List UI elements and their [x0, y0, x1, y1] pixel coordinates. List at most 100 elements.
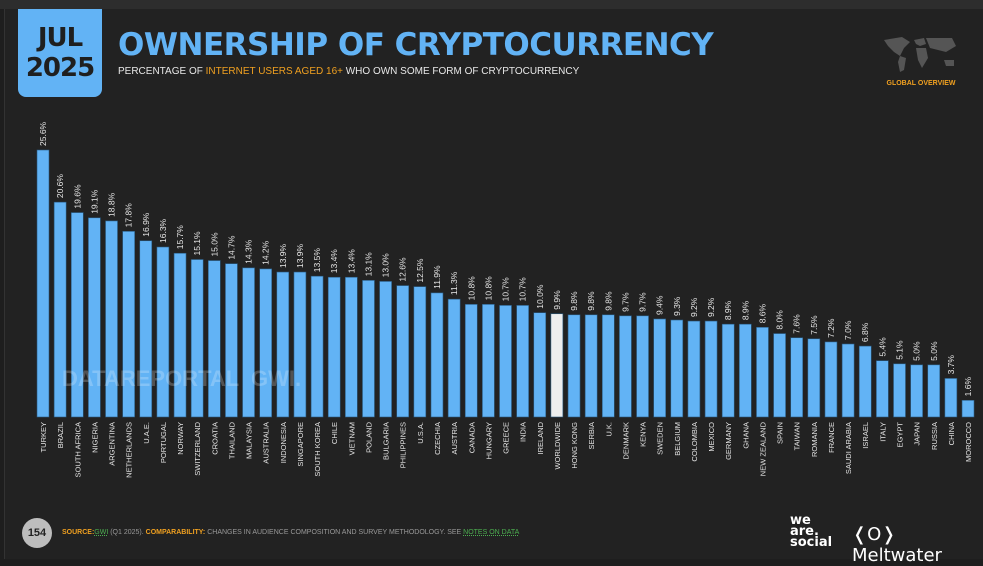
- bar-ghana: [739, 323, 752, 418]
- bar-taiwan: [790, 337, 804, 418]
- category-label: SINGAPORE: [296, 422, 305, 467]
- data-label: 9.8%: [603, 291, 613, 311]
- category-label: NORWAY: [176, 422, 185, 455]
- data-label: 14.2%: [261, 240, 271, 265]
- bar-israel: [858, 345, 872, 418]
- source-detail: (Q1 2025).: [108, 529, 146, 536]
- date-month: JUL: [37, 23, 83, 53]
- category-label: MEXICO: [707, 422, 716, 452]
- bar-malaysia: [242, 267, 255, 418]
- bar-new-zealand: [756, 327, 769, 418]
- meltwater-logo: ❬O❭Meltwater: [852, 524, 942, 566]
- comparability-label: COMPARABILITY:: [145, 529, 206, 536]
- subtitle-text: PERCENTAGE OF: [118, 66, 206, 77]
- bar-saudi-arabia: [841, 343, 855, 418]
- data-label: 3.7%: [946, 355, 956, 375]
- data-label: 25.6%: [38, 121, 48, 146]
- bar-argentina: [105, 220, 118, 418]
- category-label: RUSSIA: [930, 422, 939, 450]
- bar-serbia: [584, 314, 598, 418]
- category-label: POLAND: [364, 421, 373, 452]
- source-label: SOURCE:: [62, 529, 95, 536]
- bar-ireland: [533, 312, 547, 418]
- data-label: 7.6%: [792, 314, 802, 334]
- bar-switzerland: [190, 259, 204, 418]
- bar-philippines: [396, 285, 410, 418]
- category-label: INDIA: [519, 422, 528, 442]
- bar-czechia: [430, 292, 444, 418]
- data-label: 5.4%: [877, 337, 887, 357]
- category-label: AUSTRALIA: [262, 422, 271, 464]
- bar-portugal: [156, 246, 170, 418]
- data-label: 13.4%: [329, 249, 339, 274]
- subtitle-highlight: INTERNET USERS AGED 16+: [205, 66, 343, 77]
- data-label: 13.1%: [363, 252, 373, 277]
- data-label: 10.7%: [518, 277, 528, 302]
- bar-greece: [499, 305, 512, 418]
- bar-brazil: [53, 201, 67, 418]
- data-label: 9.3%: [672, 296, 682, 316]
- source-link[interactable]: GWI: [94, 529, 109, 536]
- data-label: 7.5%: [809, 315, 819, 335]
- bar-denmark: [619, 315, 632, 418]
- category-label: PHILIPPINES: [399, 422, 408, 468]
- data-label: 11.3%: [449, 271, 459, 295]
- category-label: VIETNAM: [347, 422, 356, 455]
- category-label: CANADA: [467, 422, 476, 453]
- data-label: 8.9%: [740, 300, 750, 320]
- category-label: SPAIN: [776, 422, 785, 444]
- category-label: SERBIA: [587, 422, 596, 450]
- bar-nigeria: [88, 217, 101, 418]
- bar-singapore: [293, 271, 307, 418]
- category-label: SOUTH KOREA: [313, 422, 322, 477]
- date-year: 2025: [25, 53, 95, 83]
- meltwater-text: Meltwater: [852, 545, 942, 566]
- bar-vietnam: [345, 276, 358, 418]
- category-label: EGYPT: [896, 422, 905, 448]
- page-subtitle: PERCENTAGE OF INTERNET USERS AGED 16+ WH…: [118, 66, 579, 77]
- data-label: 15.0%: [209, 232, 219, 257]
- category-label: NIGERIA: [90, 422, 99, 453]
- category-label: IRELAND: [536, 421, 545, 454]
- data-label: 10.7%: [501, 277, 511, 302]
- comparability-text: CHANGES IN AUDIENCE COMPOSITION AND SURV…: [205, 529, 464, 536]
- data-label: 6.8%: [860, 322, 870, 342]
- date-badge: JUL 2025: [18, 9, 102, 97]
- category-label: SWITZERLAND: [193, 421, 202, 475]
- bar-poland: [362, 280, 375, 418]
- category-label: WORLDWIDE: [553, 422, 562, 470]
- bar-russia: [927, 364, 941, 418]
- bar-italy: [876, 360, 889, 418]
- data-label: 7.2%: [826, 318, 836, 338]
- data-label: 11.9%: [432, 265, 442, 289]
- page-number: 154: [22, 518, 52, 548]
- data-label: 12.6%: [398, 257, 408, 282]
- category-label: CHINA: [947, 422, 956, 445]
- data-label: 14.3%: [244, 239, 254, 264]
- data-label: 18.8%: [107, 192, 117, 217]
- category-label: TAIWAN: [793, 422, 802, 450]
- global-overview-badge: GLOBAL OVERVIEW: [886, 80, 956, 87]
- data-label: 19.1%: [89, 189, 99, 214]
- bar-hungary: [482, 304, 495, 418]
- data-label: 8.6%: [757, 303, 767, 323]
- notes-on-data-link[interactable]: NOTES ON DATA: [463, 529, 520, 536]
- bar-mexico: [704, 320, 718, 418]
- data-label: 5.0%: [912, 341, 922, 361]
- bar-belgium: [670, 319, 684, 418]
- data-label: 13.5%: [312, 248, 322, 273]
- category-label: SWEDEN: [656, 422, 665, 455]
- world-map-icon: [884, 37, 956, 72]
- data-label: 19.6%: [72, 184, 82, 209]
- bar-indonesia: [276, 271, 290, 418]
- category-label: U.A.E.: [142, 422, 151, 444]
- bar-turkey: [36, 149, 50, 418]
- bar-china: [944, 378, 958, 418]
- data-label: 13.9%: [295, 243, 305, 268]
- data-label: 9.2%: [689, 297, 699, 317]
- category-label: FRANCE: [827, 422, 836, 453]
- category-label: MALAYSIA: [245, 422, 254, 459]
- bar-croatia: [208, 260, 221, 418]
- bar-sweden: [653, 318, 666, 418]
